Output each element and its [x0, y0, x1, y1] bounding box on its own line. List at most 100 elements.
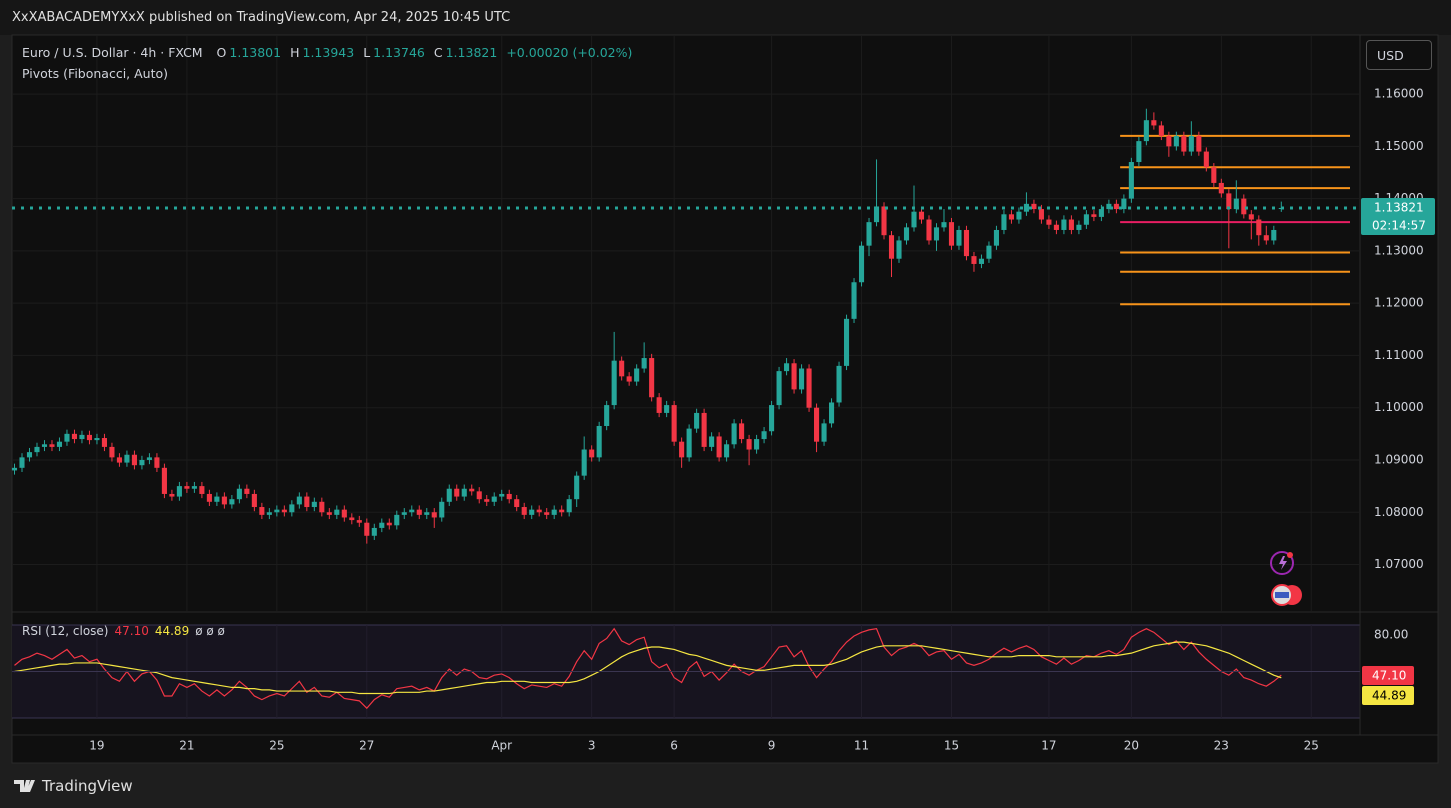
rsi-suffix: ø ø ø [195, 624, 225, 638]
candle-body [229, 499, 235, 505]
candle-body [926, 219, 932, 241]
currency-button[interactable]: USD [1366, 40, 1432, 70]
candle-body [596, 426, 602, 458]
candle-body [34, 446, 40, 453]
candle-body [304, 496, 310, 508]
ohlc-label: C [433, 45, 443, 60]
rsi-badge [1362, 666, 1414, 686]
candle-body [574, 475, 580, 500]
candle-body [821, 423, 827, 442]
candle-body [709, 436, 715, 447]
candle-body [214, 496, 220, 502]
candle-body [1263, 235, 1269, 241]
y-tick-label: 1.16000 [1374, 87, 1424, 101]
candle-body [184, 486, 190, 489]
candle-body [911, 211, 917, 228]
candle-body [19, 457, 25, 468]
ohlc-label: L [363, 45, 371, 60]
x-tick-label: 25 [1304, 739, 1319, 753]
candle-body [409, 509, 415, 513]
candle-body [1046, 219, 1052, 225]
candle-body [469, 488, 475, 492]
candle-body [1248, 214, 1254, 220]
x-tick-label: 21 [179, 739, 194, 753]
candle-body [814, 407, 820, 442]
candle-body [56, 441, 63, 447]
candle-body [724, 444, 730, 458]
candle-body [386, 522, 392, 526]
candle-body [694, 412, 700, 429]
candle-body [649, 358, 655, 398]
candle-body [311, 501, 317, 508]
candle-body [1008, 214, 1014, 220]
candle-body [784, 363, 790, 372]
candle-body [1016, 211, 1022, 220]
candle-body [903, 227, 910, 241]
candle-body [424, 512, 430, 515]
brand: TradingView [42, 777, 133, 795]
candle-body [971, 256, 977, 264]
candle-body [499, 493, 505, 497]
x-tick-label: 27 [359, 739, 374, 753]
candle-body [656, 397, 662, 413]
candle-body [731, 423, 737, 445]
candle-body [1031, 203, 1037, 210]
alert-icon[interactable] [1270, 551, 1294, 575]
x-tick-label: Apr [491, 739, 512, 753]
candle-body [521, 507, 527, 515]
candle-body [611, 360, 617, 406]
candle-body [364, 522, 370, 536]
candle-body [1053, 224, 1059, 230]
rsi-tick-label: 80.00 [1374, 627, 1408, 641]
candle-body [124, 454, 130, 463]
candle-body [1083, 214, 1089, 225]
alert-dot [1287, 552, 1293, 558]
candle-body [1023, 203, 1029, 212]
candle-body [191, 486, 197, 489]
candle-body [581, 449, 587, 476]
candle-body [948, 222, 955, 246]
candle-body [1166, 135, 1172, 147]
candle-body [446, 488, 452, 502]
candle-body [551, 509, 557, 515]
flag-part [1275, 592, 1289, 598]
candle-body [431, 512, 437, 518]
candle-body [244, 488, 250, 494]
candle-body [1188, 135, 1194, 152]
candle-body [851, 282, 857, 319]
candle-body [266, 512, 272, 515]
rsi-value: 47.10 [114, 624, 149, 638]
rsi-ma-value: 44.89 [154, 624, 190, 638]
candle-body [1173, 135, 1179, 147]
rsi-title: RSI (12, close) [22, 624, 109, 638]
candle-body [1256, 219, 1262, 236]
candle-body [1121, 198, 1127, 210]
candle-body [986, 245, 992, 259]
ohlc-value: 1.13746 [373, 45, 425, 60]
candle-body [341, 509, 347, 518]
candle-body [439, 501, 445, 518]
candle-body [963, 229, 970, 257]
candle-body [49, 444, 55, 447]
candle-body [619, 360, 625, 377]
candle-body [679, 441, 685, 458]
rsi-header: RSI (12, close) 47.10 44.89 ø ø ø [22, 624, 225, 638]
symbol-header: Euro / U.S. Dollar · 4h · FXCM O 1.13801 … [22, 45, 638, 60]
candle-body [791, 363, 797, 390]
symbol: Euro / U.S. Dollar · 4h · FXCM [22, 45, 203, 60]
rsi-badge [1362, 686, 1414, 706]
candle-body [176, 486, 182, 497]
change: +0.00020 (+0.02%) [506, 45, 633, 60]
candle-body [289, 504, 295, 513]
price-badge-label: 1.13821 [1374, 200, 1424, 214]
candle-body [761, 431, 767, 440]
candle-body [326, 512, 332, 515]
candle-body [1218, 182, 1224, 194]
candle-body [559, 509, 565, 513]
candle-body [1181, 135, 1187, 152]
ohlc-value: 1.13801 [229, 45, 282, 60]
candle-body [1211, 167, 1217, 183]
candle-body [544, 512, 550, 515]
ohlc-label: H [290, 45, 300, 60]
candle-body [1001, 214, 1007, 230]
